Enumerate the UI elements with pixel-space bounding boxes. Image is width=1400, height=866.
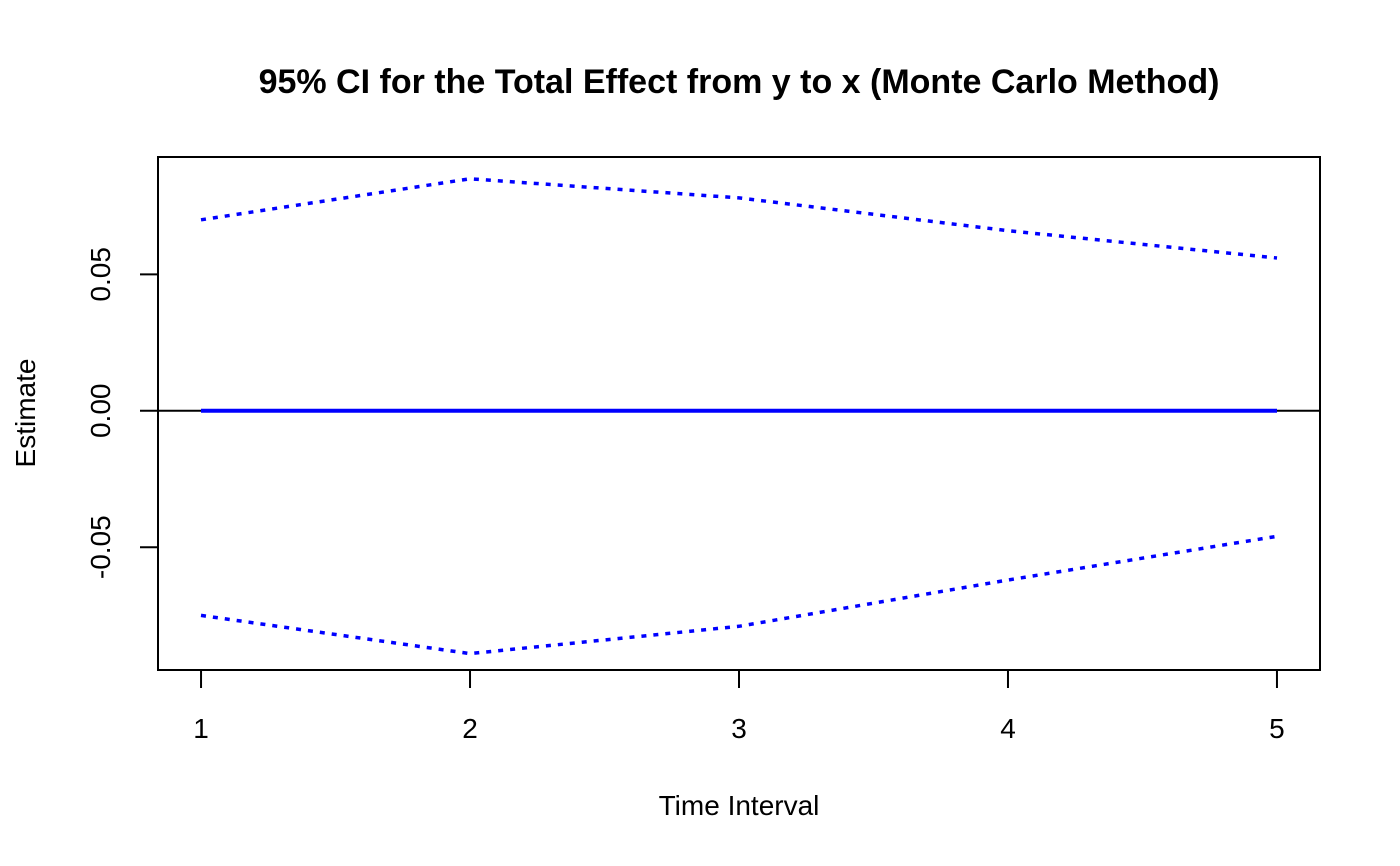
x-tick-label: 5: [1269, 713, 1285, 744]
series-line-lower: [200, 534, 1278, 656]
y-tick-label: -0.05: [85, 515, 116, 579]
x-tick-label: 2: [462, 713, 478, 744]
x-axis: 1 2 3 4 5: [193, 669, 1285, 744]
series-layer: [200, 177, 1278, 656]
y-tick-label: 0.00: [85, 384, 116, 439]
x-tick-label: 4: [1000, 713, 1016, 744]
y-axis-label: Estimate: [10, 359, 41, 468]
chart-title: 95% CI for the Total Effect from y to x …: [259, 63, 1220, 101]
x-tick-label: 1: [193, 713, 209, 744]
y-axis: -0.05 0.00 0.05: [85, 247, 159, 579]
y-tick-label: 0.05: [85, 247, 116, 302]
x-axis-label: Time Interval: [659, 790, 820, 821]
plot-frame: [157, 156, 1321, 671]
x-tick-label: 3: [731, 713, 747, 744]
series-line-upper: [200, 177, 1278, 260]
